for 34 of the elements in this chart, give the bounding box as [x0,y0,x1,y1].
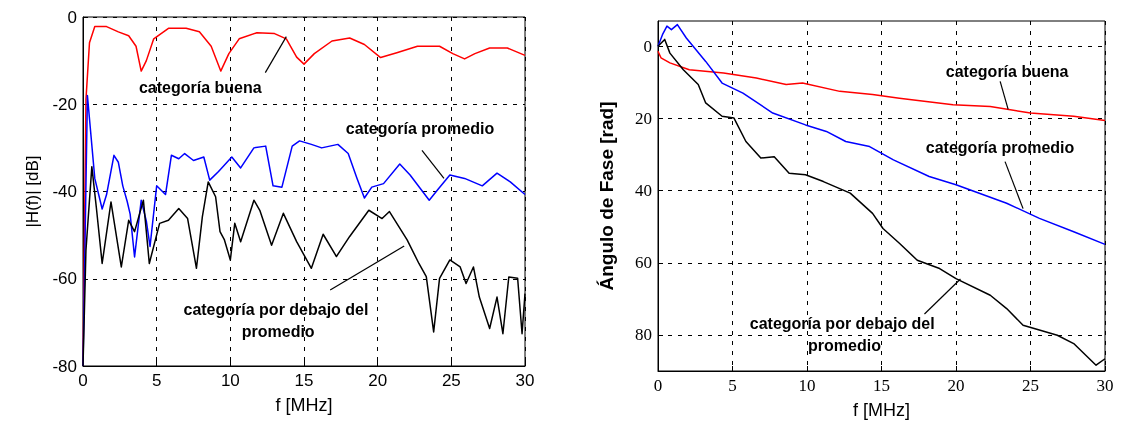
y-tick-label: -80 [52,356,77,376]
x-tick-label: 15 [873,376,890,395]
annotation: categoría promedio [925,139,1075,157]
x-axis-title: f [MHz] [853,400,910,420]
x-tick-label: 10 [798,376,816,395]
annotation: categoría buena [138,79,262,97]
x-tick-label: 30 [515,371,535,390]
x-tick-label: 5 [151,371,162,390]
x-tick-label: 25 [1022,376,1039,395]
x-tick-label: 10 [220,371,240,390]
y-tick-label: 20 [635,108,652,128]
x-tick-label: 15 [294,371,314,390]
x-axis-title: f [MHz] [275,395,333,415]
x-tick-label: 30 [1096,376,1114,395]
y-tick-label: -60 [52,269,77,289]
x-tick-label: 5 [728,376,737,395]
y-axis-title: Ángulo de Fase [rad] [596,101,617,291]
annotation: categoría buena [945,62,1069,80]
y-tick-label: -20 [52,94,77,114]
line-series [657,50,1106,122]
line-series [657,23,1106,246]
y-tick-label: 0 [67,7,77,27]
y-axis-title: |H(f)| [dB] [23,155,42,228]
y-tick-label: -40 [52,182,77,201]
y-tick-label: 0 [643,36,652,56]
y-tick-label: 80 [635,325,652,345]
annotation: categoría por debajo del promedio [183,300,373,340]
y-tick-label: 60 [635,253,652,273]
annotation: categoría por debajo del promedio [749,315,940,355]
x-tick-label: 20 [368,371,388,390]
annotation: categoría promedio [345,119,495,137]
y-tick-label: 40 [635,181,652,201]
x-tick-label: 25 [441,371,461,390]
x-tick-label: 20 [947,376,965,395]
